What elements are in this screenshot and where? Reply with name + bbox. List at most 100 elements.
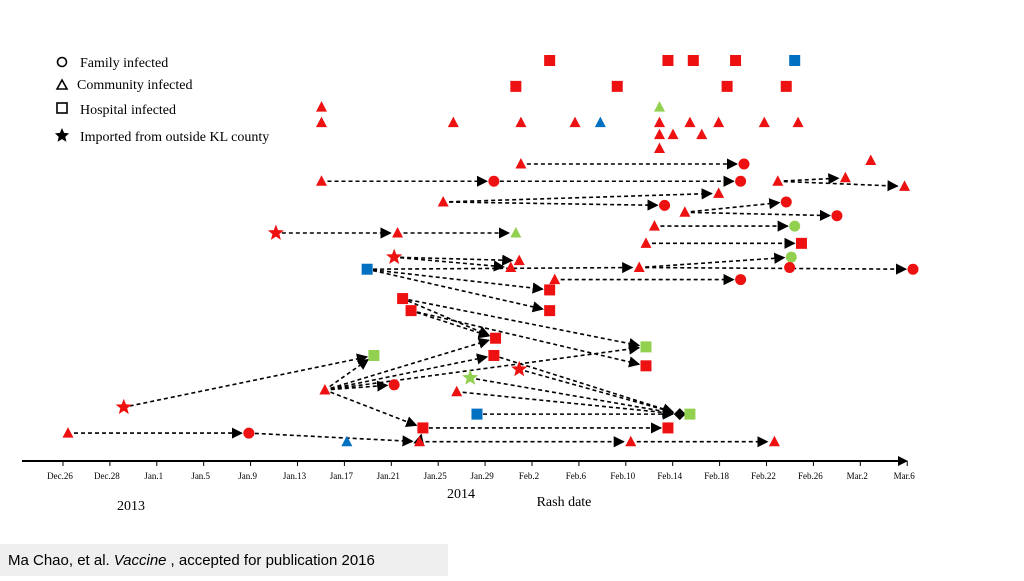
case-marker-triangle-red (654, 129, 665, 140)
case-marker-circle-red (488, 176, 499, 187)
transmission-arrow (417, 312, 489, 336)
case-marker-square-red (781, 81, 792, 92)
x-tick-label: Feb.18 (704, 471, 729, 481)
transmission-arrow (130, 357, 367, 406)
case-marker-triangle-red (899, 180, 910, 191)
transmission-arrow (645, 258, 784, 267)
year-label-2014: 2014 (447, 487, 475, 502)
x-tick-label: Mar.6 (894, 471, 916, 481)
x-tick-label: Feb.26 (798, 471, 823, 481)
case-marker-square-green (684, 409, 695, 420)
case-marker-triangle-red (679, 206, 690, 217)
case-marker-square-blue (362, 264, 373, 275)
transmission-arrow (373, 270, 543, 289)
case-marker-square-red (688, 55, 699, 66)
case-marker-diamond-black (674, 408, 686, 420)
case-marker-triangle-red (514, 255, 525, 266)
case-marker-square-red (490, 333, 501, 344)
transmission-arrow (331, 357, 487, 389)
case-marker-triangle-red (654, 142, 665, 153)
case-marker-square-red (662, 55, 673, 66)
case-marker-square-red (796, 238, 807, 249)
case-marker-square-red (730, 55, 741, 66)
x-tick-label: Feb.14 (657, 471, 682, 481)
case-marker-square-red (612, 81, 623, 92)
case-marker-triangle-red (654, 117, 665, 128)
x-axis-arrow-icon (898, 456, 908, 466)
x-tick-label: Jan.13 (283, 471, 307, 481)
case-marker-triangle-red (713, 187, 724, 198)
x-tick-label: Jan.17 (330, 471, 354, 481)
case-marker-triangle-red (634, 262, 645, 273)
case-marker-triangle-red (640, 237, 651, 248)
case-marker-circle-green (789, 221, 800, 232)
case-marker-circle-red (781, 196, 792, 207)
x-tick-label: Mar.2 (847, 471, 868, 481)
case-marker-square-red (662, 422, 673, 433)
case-marker-triangle-red (316, 117, 327, 128)
case-marker-square-red (722, 81, 733, 92)
case-marker-triangle-red (438, 196, 449, 207)
x-tick-label: Feb.6 (566, 471, 587, 481)
case-marker-triangle-red (316, 101, 327, 112)
case-marker-triangle-green (510, 227, 521, 238)
case-marker-star-red (268, 225, 284, 240)
case-marker-triangle-red (448, 117, 459, 128)
case-marker-circle-red (784, 262, 795, 273)
citation-note: , accepted for publication 2016 (171, 552, 375, 569)
case-marker-circle-red (659, 200, 670, 211)
case-marker-square-red (417, 422, 428, 433)
case-marker-triangle-red (505, 262, 516, 273)
x-tick-label: Dec.26 (47, 471, 73, 481)
x-axis-title: Rash date (537, 495, 592, 510)
case-marker-triangle-blue (595, 117, 606, 128)
transmission-arrow (417, 312, 639, 364)
case-marker-triangle-red (668, 129, 679, 140)
case-marker-star-red (511, 361, 527, 376)
x-tick-label: Jan.21 (377, 471, 400, 481)
case-marker-circle-red (389, 379, 400, 390)
transmission-arrow (449, 194, 711, 202)
case-marker-triangle-red (684, 117, 695, 128)
transmission-arrow (331, 340, 489, 388)
case-marker-square-red (640, 360, 651, 371)
case-marker-square-blue (471, 409, 482, 420)
case-marker-triangle-red (769, 436, 780, 447)
x-tick-label: Jan.5 (191, 471, 210, 481)
case-marker-triangle-red (515, 117, 526, 128)
case-marker-triangle-red (319, 384, 330, 395)
case-marker-triangle-red (625, 436, 636, 447)
case-marker-circle-red (243, 428, 254, 439)
legend: Family infected Community infected Hospi… (55, 56, 269, 145)
case-marker-circle-red (908, 264, 919, 275)
x-tick-label: Feb.2 (519, 471, 539, 481)
case-marker-triangle-red (515, 158, 526, 169)
case-marker-square-red (544, 55, 555, 66)
transmission-arrow (691, 203, 779, 212)
legend-label-community: Community infected (77, 78, 192, 93)
transmission-arrow (784, 178, 839, 181)
case-marker-circle-red (735, 274, 746, 285)
transmission-arrow (330, 392, 416, 425)
case-marker-square-green (640, 341, 651, 352)
transmission-arrow (408, 301, 489, 336)
citation-authors: Ma Chao, et al. (8, 552, 110, 569)
case-marker-triangle-red (570, 117, 581, 128)
case-marker-square-red (406, 305, 417, 316)
citation-journal: Vaccine (114, 552, 167, 569)
transmission-arrow (645, 268, 906, 270)
case-marker-circle-green (786, 252, 797, 263)
case-marker-circle-red (739, 159, 750, 170)
case-marker-triangle-red (840, 172, 851, 183)
case-marker-star-red (386, 249, 402, 264)
transmission-arrow (449, 202, 657, 205)
case-marker-triangle-red (772, 175, 783, 186)
case-marker-triangle-red (451, 386, 462, 397)
x-tick-label: Feb.22 (751, 471, 776, 481)
case-marker-triangle-red (414, 436, 425, 447)
case-marker-triangle-red (649, 220, 660, 231)
case-marker-square-red (510, 81, 521, 92)
